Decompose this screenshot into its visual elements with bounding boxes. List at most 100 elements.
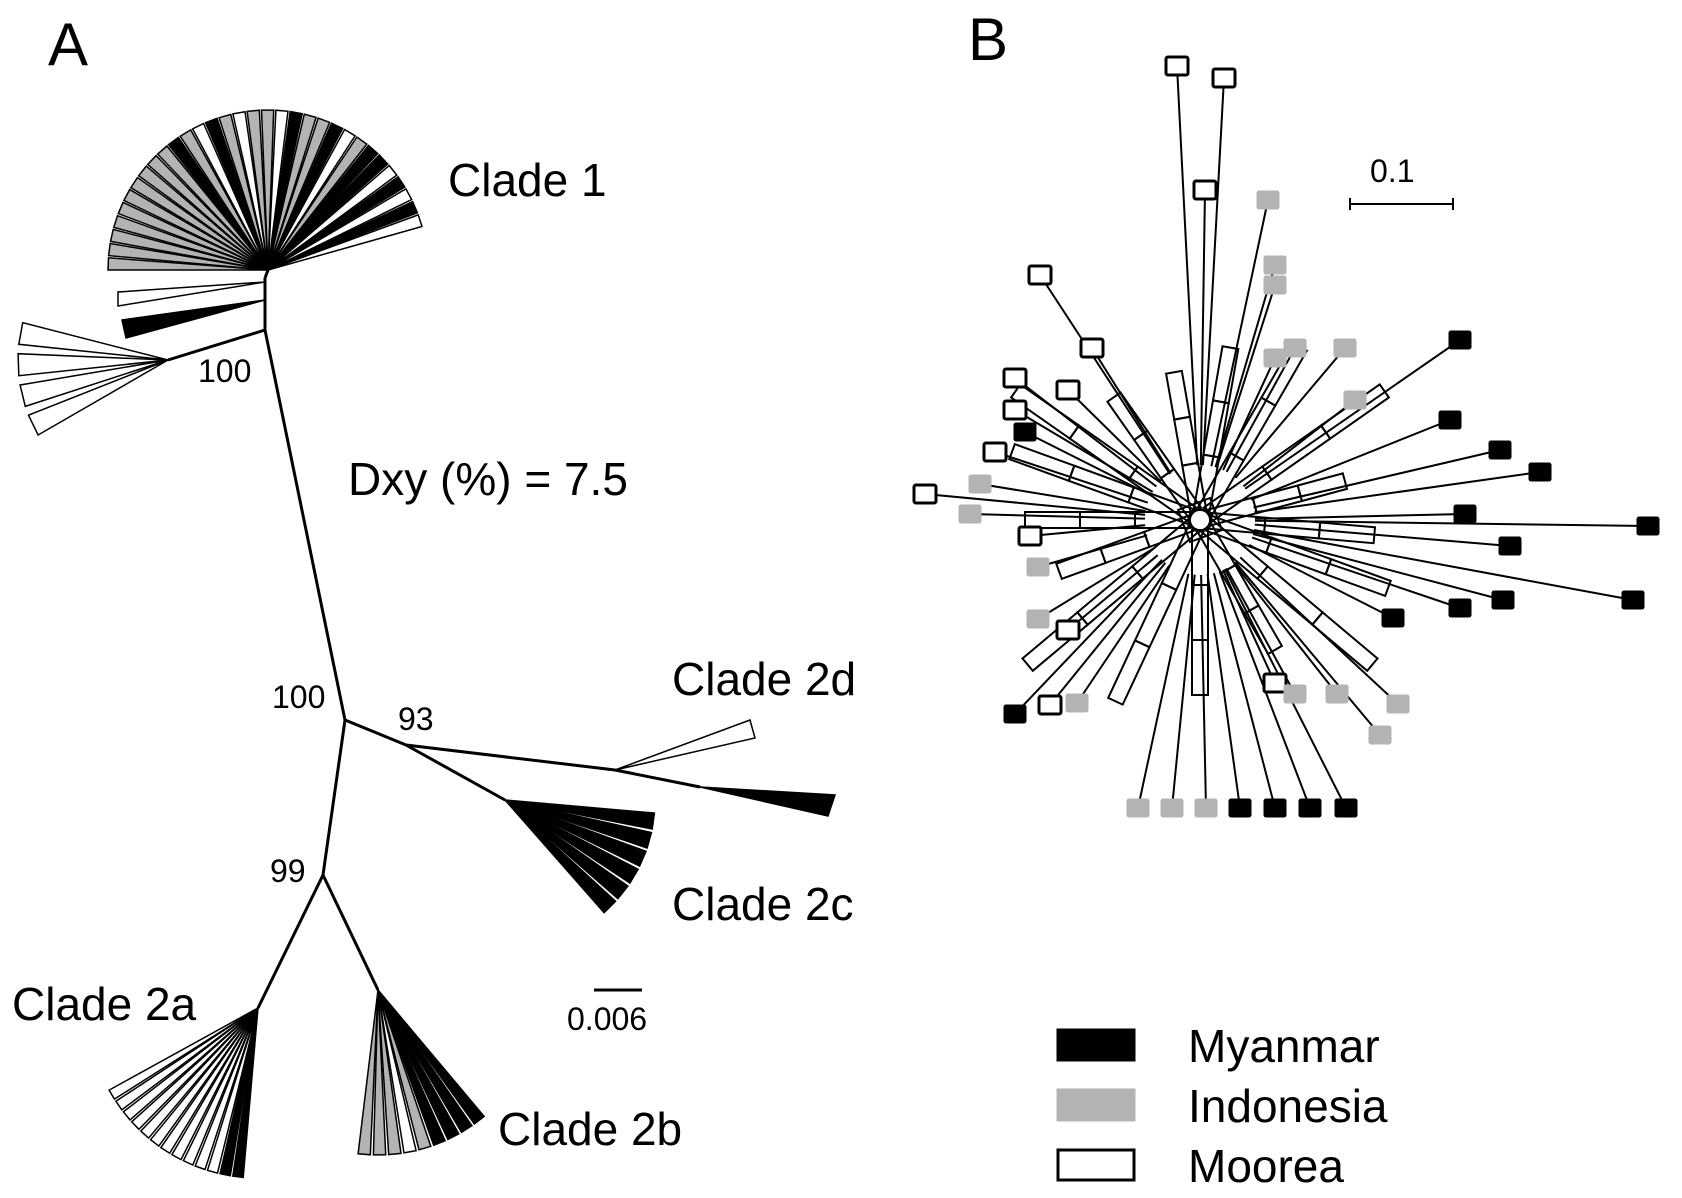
network-edge bbox=[1254, 513, 1466, 520]
scale-bar-a-label: 0.006 bbox=[567, 1001, 647, 1037]
network-edge bbox=[1214, 264, 1276, 468]
bootstrap-label: 93 bbox=[398, 701, 434, 737]
tip-wedge-indonesia bbox=[267, 113, 318, 271]
network-edge bbox=[1254, 523, 1511, 547]
legend: Myanmar Indonesia Moorea bbox=[1056, 1020, 1388, 1192]
network-edge bbox=[1200, 574, 1207, 809]
tip-wedge-moorea bbox=[267, 187, 413, 271]
network-split-box bbox=[1055, 546, 1107, 581]
tip-square-myanmar bbox=[1381, 608, 1405, 628]
bootstrap-label: 100 bbox=[198, 353, 251, 389]
tip-wedge-indonesia bbox=[260, 109, 275, 271]
basal-fan bbox=[17, 321, 169, 437]
tip-square-indonesia bbox=[1065, 693, 1089, 713]
network-edge bbox=[1254, 471, 1541, 514]
tip-square-indonesia bbox=[1283, 338, 1307, 358]
tip-wedge-moorea bbox=[267, 164, 398, 271]
clade-1-fan bbox=[107, 109, 423, 271]
clade-2d-label: Clade 2d bbox=[672, 653, 856, 705]
network-split-box bbox=[1191, 584, 1209, 641]
network-edge bbox=[1199, 189, 1206, 466]
tip-wedge-moorea bbox=[27, 359, 169, 437]
scale-bar-b bbox=[1349, 198, 1454, 210]
tip-wedge-myanmar bbox=[377, 989, 486, 1125]
panel-b: B 0.1 Myanmar Indonesia Moorea bbox=[912, 6, 1660, 1192]
tip-wedge-indonesia bbox=[179, 128, 269, 271]
tip-wedge-myanmar bbox=[267, 122, 344, 271]
tip-wedge-indonesia bbox=[117, 201, 269, 271]
network-edge bbox=[1250, 419, 1451, 501]
network-edge bbox=[1202, 77, 1225, 466]
tip-wedge-myanmar bbox=[504, 799, 648, 868]
clade-2d-fan bbox=[614, 719, 837, 817]
network-edge bbox=[1212, 572, 1276, 809]
network-split-box bbox=[1079, 511, 1136, 529]
tip-square-moorea bbox=[1211, 67, 1237, 89]
network-split-box bbox=[1310, 610, 1379, 673]
tip-square-myanmar bbox=[1334, 798, 1358, 818]
network-edge bbox=[1024, 431, 1152, 497]
network-core bbox=[1176, 496, 1224, 544]
tip-wedge-indonesia bbox=[267, 135, 368, 271]
clade-2a-label: Clade 2a bbox=[12, 978, 197, 1030]
tip-wedge-indonesia bbox=[112, 214, 269, 271]
tip-wedge-myanmar bbox=[219, 1007, 259, 1177]
tip-square-indonesia bbox=[1194, 798, 1218, 818]
network-edge bbox=[1137, 573, 1190, 809]
tip-square-myanmar bbox=[1013, 422, 1037, 442]
network-edge bbox=[1039, 274, 1171, 475]
tip-wedge-myanmar bbox=[267, 200, 419, 271]
network-edge bbox=[1014, 559, 1163, 715]
network-split-box bbox=[1106, 391, 1149, 442]
tip-square-myanmar bbox=[1488, 440, 1512, 460]
network-edge bbox=[1222, 569, 1276, 684]
tip-wedge-indonesia bbox=[377, 989, 402, 1156]
bootstrap-label: 100 bbox=[272, 679, 325, 715]
tip-square-moorea bbox=[1037, 694, 1063, 716]
network-split-box bbox=[1021, 610, 1090, 673]
network-edge bbox=[1253, 529, 1634, 601]
tip-wedge-moorea bbox=[377, 989, 418, 1154]
tip-square-moorea bbox=[1262, 672, 1288, 694]
tip-square-indonesia bbox=[1126, 798, 1150, 818]
network-edge bbox=[994, 451, 1149, 504]
tip-wedge-moorea bbox=[231, 110, 269, 271]
tip-wedge-myanmar bbox=[377, 989, 473, 1134]
tip-square-indonesia bbox=[1263, 348, 1287, 368]
network-edge bbox=[1233, 562, 1338, 695]
network-edge bbox=[1049, 562, 1167, 706]
tip-wedge-myanmar bbox=[267, 153, 389, 271]
tip-wedge-myanmar bbox=[699, 786, 837, 817]
network-split-box bbox=[1106, 639, 1151, 706]
tip-square-myanmar bbox=[1448, 330, 1472, 350]
tip-square-indonesia bbox=[1263, 275, 1287, 295]
network-split-box bbox=[1296, 472, 1349, 503]
network-edge bbox=[1029, 524, 1146, 537]
tip-wedge-indonesia bbox=[377, 989, 432, 1151]
panel-a: A Clade 1 Clade 2a bbox=[12, 11, 856, 1179]
tip-wedge-indonesia bbox=[122, 188, 269, 271]
tip-square-moorea bbox=[1002, 367, 1028, 389]
tip-square-indonesia bbox=[1368, 725, 1392, 745]
tip-wedge-moorea bbox=[206, 1007, 259, 1175]
tip-square-indonesia bbox=[1325, 684, 1349, 704]
clade-2c-label: Clade 2c bbox=[672, 878, 854, 930]
network-split-box bbox=[1324, 557, 1392, 598]
tip-square-moorea bbox=[912, 483, 938, 505]
tip-square-myanmar bbox=[1636, 516, 1660, 536]
legend-label-moorea: Moorea bbox=[1188, 1140, 1344, 1192]
tip-square-indonesia bbox=[1333, 338, 1357, 358]
network-split-box bbox=[1164, 369, 1192, 421]
network-edge bbox=[979, 483, 1146, 513]
network-edge bbox=[1251, 536, 1461, 609]
legend-swatch-moorea bbox=[1056, 1148, 1136, 1182]
tip-wedge-moorea bbox=[117, 281, 266, 307]
tip-square-myanmar bbox=[1298, 798, 1322, 818]
network-edge bbox=[1222, 357, 1276, 471]
tip-square-myanmar bbox=[1498, 536, 1522, 556]
network-edge bbox=[1234, 347, 1346, 479]
tip-wedge-indonesia bbox=[137, 165, 269, 271]
network-split-box bbox=[1317, 521, 1377, 545]
network-edge bbox=[1210, 199, 1269, 467]
